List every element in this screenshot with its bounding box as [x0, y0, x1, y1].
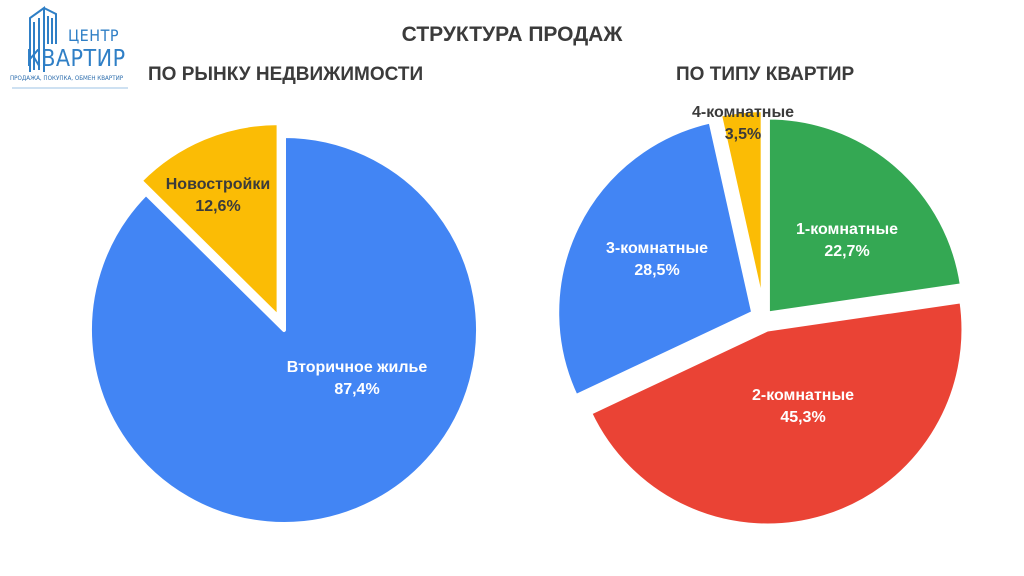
slice-value-four-room: 3,5%: [725, 126, 761, 143]
logo-slogan: ПРОДАЖА, ПОКУПКА, ОБМЕН КВАРТИР: [10, 75, 124, 82]
market-pie-chart: Вторичное жилье 87,4% Новостройки 12,6%: [88, 121, 480, 526]
slice-value-two-room: 45,3%: [780, 409, 825, 426]
pie-slice-secondary-housing: [88, 134, 480, 526]
slice-value-one-room: 22,7%: [824, 243, 869, 260]
pie-slice-three-room: [555, 119, 756, 399]
pie-slice-four-room: [717, 108, 765, 309]
chart-2-title: ПО ТИПУ КВАРТИР: [676, 64, 855, 85]
slice-label-one-room: 1-комнатные: [796, 221, 898, 238]
slice-label-secondary-housing: Вторичное жилье: [287, 359, 428, 376]
apartment-type-pie-chart: 1-комнатные 22,7% 2-комнатные 45,3% 3-комнат…: [555, 104, 966, 528]
slice-value-secondary-housing: 87,4%: [334, 381, 379, 398]
logo-building-icon: [12, 6, 128, 89]
page-title: СТРУКТУРА ПРОДАЖ: [401, 23, 623, 46]
logo-word-1: ЦЕНТР: [68, 26, 120, 45]
slice-label-two-room: 2-комнатные: [752, 387, 854, 404]
slice-label-four-room: 4-комнатные: [692, 104, 794, 121]
pie-slice-two-room: [588, 299, 966, 528]
pie-slice-one-room: [765, 115, 964, 316]
slice-label-new-buildings: Новостройки: [166, 176, 270, 193]
slice-value-new-buildings: 12,6%: [195, 198, 240, 215]
slice-label-three-room: 3-комнатные: [606, 240, 708, 257]
slice-value-three-room: 28,5%: [634, 262, 679, 279]
pie-slice-new-buildings: [138, 121, 281, 320]
logo-word-2: КВАРТИР: [26, 46, 126, 72]
chart-1-title: ПО РЫНКУ НЕДВИЖИМОСТИ: [148, 64, 424, 85]
company-logo: ЦЕНТР КВАРТИР ПРОДАЖА, ПОКУПКА, ОБМЕН КВ…: [8, 4, 132, 94]
